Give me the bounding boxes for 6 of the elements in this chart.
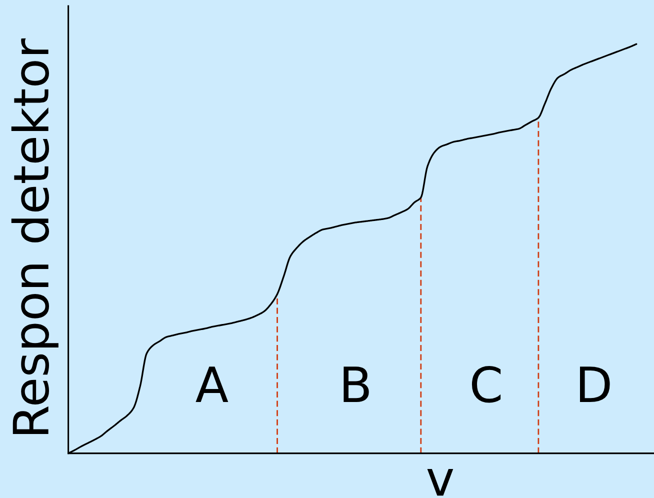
y-axis-title: Respon detektor [11,38,58,434]
annotation: A [196,366,228,402]
x-axis-title: v [427,469,454,496]
annotation: C [472,366,501,403]
annotation: D [580,366,610,402]
annotation: B [344,366,369,402]
